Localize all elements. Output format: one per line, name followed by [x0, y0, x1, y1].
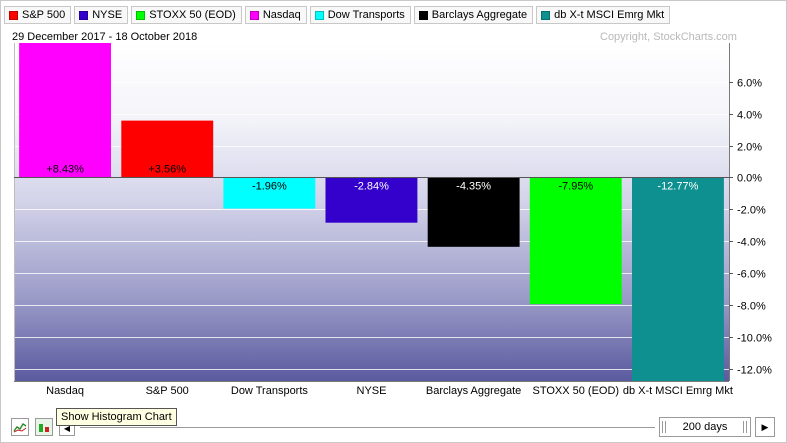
legend-label: S&P 500 — [22, 9, 66, 21]
legend-label: NYSE — [92, 9, 123, 21]
legend-label: STOXX 50 (EOD) — [149, 9, 236, 21]
x-axis-labels: Nasdaq S&P 500 Dow Transports NYSE Barclays … — [46, 385, 733, 397]
copyright-text: Copyright, StockCharts.com — [600, 31, 737, 43]
bars — [19, 43, 724, 381]
bar-db-x-t-msci-emrg-mkt[interactable] — [632, 177, 724, 381]
bar-value-label: -4.35% — [456, 180, 491, 192]
legend-item-nasdaq[interactable]: Nasdaq — [244, 6, 307, 24]
legend-item-msci-emrg-mkt[interactable]: db X-t MSCI Emrg Mkt — [536, 6, 671, 24]
y-tick-label: -12.0% — [737, 365, 772, 377]
bar-value-label: +8.43% — [46, 163, 84, 175]
legend-label: Dow Transports — [327, 9, 405, 21]
bar-value-label: -12.77% — [657, 180, 698, 192]
legend-item-nyse[interactable]: NYSE — [74, 6, 129, 24]
line-chart-button[interactable] — [11, 418, 29, 436]
x-tick-label: S&P 500 — [146, 385, 189, 397]
y-tick-label: 4.0% — [737, 110, 762, 122]
slider-grip-left[interactable] — [662, 421, 666, 433]
x-tick-label: Barclays Aggregate — [426, 385, 521, 397]
histogram-icon — [39, 424, 49, 432]
bar-nyse[interactable] — [325, 177, 418, 223]
bar-value-label: -1.96% — [252, 180, 287, 192]
y-tick-label: 2.0% — [737, 142, 762, 154]
legend-item-dow-transports[interactable]: Dow Transports — [309, 6, 411, 24]
x-tick-label: Nasdaq — [46, 385, 84, 397]
bar-value-label: -2.84% — [354, 180, 389, 192]
legend-swatch — [418, 10, 428, 20]
line-chart-icon — [13, 423, 27, 433]
legend-swatch — [541, 10, 551, 20]
x-tick-label: Dow Transports — [231, 385, 309, 397]
y-tick-label: 0.0% — [737, 173, 762, 185]
bar-s-p-500[interactable] — [121, 120, 214, 178]
play-button[interactable]: ▶ — [755, 417, 775, 437]
bar-nasdaq[interactable] — [19, 43, 112, 178]
bottom-toolbar: ◀ Show Histogram Chart 200 days ▶ — [0, 408, 787, 443]
legend-label: Barclays Aggregate — [431, 9, 528, 21]
bar-value-label: +3.56% — [148, 163, 186, 175]
y-axis-ticks: 6.0% 4.0% 2.0% 0.0% -2.0% -4.0% -6.0% -8.0% -10.… — [729, 78, 772, 377]
legend-label: db X-t MSCI Emrg Mkt — [554, 9, 665, 21]
period-value: 200 days — [682, 421, 728, 433]
date-range: 29 December 2017 - 18 October 2018 — [12, 31, 198, 43]
y-tick-label: -10.0% — [737, 333, 772, 345]
slider-grip-right[interactable] — [743, 421, 747, 433]
chevron-left-icon: ◀ — [63, 423, 71, 433]
x-tick-label: NYSE — [357, 385, 387, 397]
legend-swatch — [314, 10, 324, 20]
x-tick-label: db X-t MSCI Emrg Mkt — [623, 385, 733, 397]
y-tick-label: -6.0% — [737, 269, 766, 281]
legend: S&P 500 NYSE STOXX 50 (EOD) Nasdaq Dow T… — [4, 6, 671, 26]
legend-item-stoxx50[interactable]: STOXX 50 (EOD) — [131, 6, 242, 24]
x-tick-label: STOXX 50 (EOD) — [532, 385, 619, 397]
bar-labels: +8.43% +3.56% -1.96% -2.84% -4.35% -7.95% -12.… — [46, 163, 698, 192]
histogram-button[interactable] — [35, 418, 53, 436]
play-icon: ▶ — [761, 421, 769, 432]
legend-swatch — [79, 10, 89, 20]
legend-swatch — [136, 10, 146, 20]
y-tick-label: -4.0% — [737, 237, 766, 249]
tooltip: Show Histogram Chart — [56, 408, 177, 426]
period-selector[interactable]: 200 days — [659, 417, 751, 437]
bar-stoxx-50-eod-[interactable] — [529, 177, 622, 305]
legend-item-sp500[interactable]: S&P 500 — [4, 6, 72, 24]
bar-dow-transports[interactable] — [223, 177, 316, 209]
legend-swatch — [249, 10, 259, 20]
bar-value-label: -7.95% — [558, 180, 593, 192]
y-tick-label: 6.0% — [737, 78, 762, 90]
y-tick-label: -8.0% — [737, 301, 766, 313]
legend-swatch — [9, 10, 18, 20]
histogram-chart: +8.43% +3.56% -1.96% -2.84% -4.35% -7.95% -12.… — [14, 43, 772, 397]
period-slider[interactable] — [80, 427, 655, 428]
y-tick-label: -2.0% — [737, 205, 766, 217]
bar-barclays-aggregate[interactable] — [427, 177, 520, 247]
legend-item-barclays-aggregate[interactable]: Barclays Aggregate — [413, 6, 534, 24]
legend-label: Nasdaq — [262, 9, 301, 21]
